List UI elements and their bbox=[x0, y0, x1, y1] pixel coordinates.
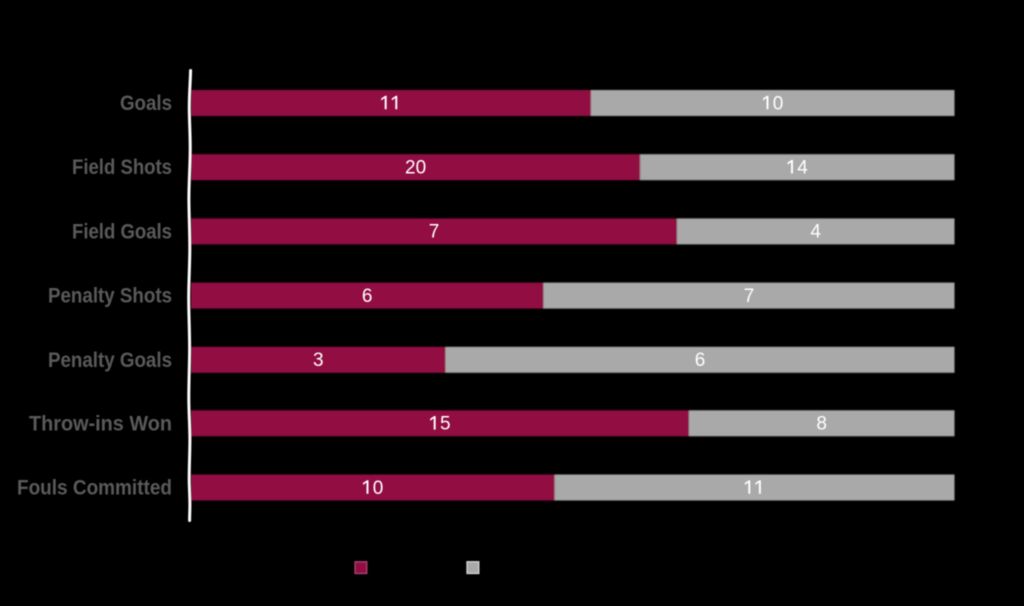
svg-text:3: 3 bbox=[313, 350, 324, 371]
svg-text:Penalty Shots: Penalty Shots bbox=[48, 285, 172, 308]
svg-text:Field Shots: Field Shots bbox=[72, 156, 172, 179]
svg-text:4: 4 bbox=[810, 222, 821, 243]
svg-text:7: 7 bbox=[744, 286, 755, 307]
svg-text:Goals: Goals bbox=[120, 92, 172, 115]
svg-text:0: 0 bbox=[373, 478, 384, 499]
svg-text:6: 6 bbox=[695, 350, 706, 371]
svg-text:5: 5 bbox=[440, 414, 451, 435]
svg-text:Fouls Committed: Fouls Committed bbox=[17, 477, 172, 500]
svg-text:6: 6 bbox=[362, 286, 373, 307]
svg-text:Throw-ins Won: Throw-ins Won bbox=[29, 412, 172, 435]
svg-text:4: 4 bbox=[797, 158, 808, 179]
svg-text:8: 8 bbox=[816, 414, 827, 435]
svg-text:0: 0 bbox=[773, 93, 784, 114]
svg-text:7: 7 bbox=[429, 222, 440, 243]
svg-text:Penalty Goals: Penalty Goals bbox=[48, 349, 172, 372]
svg-text:Field Goals: Field Goals bbox=[72, 220, 172, 243]
svg-text:20: 20 bbox=[405, 158, 426, 179]
